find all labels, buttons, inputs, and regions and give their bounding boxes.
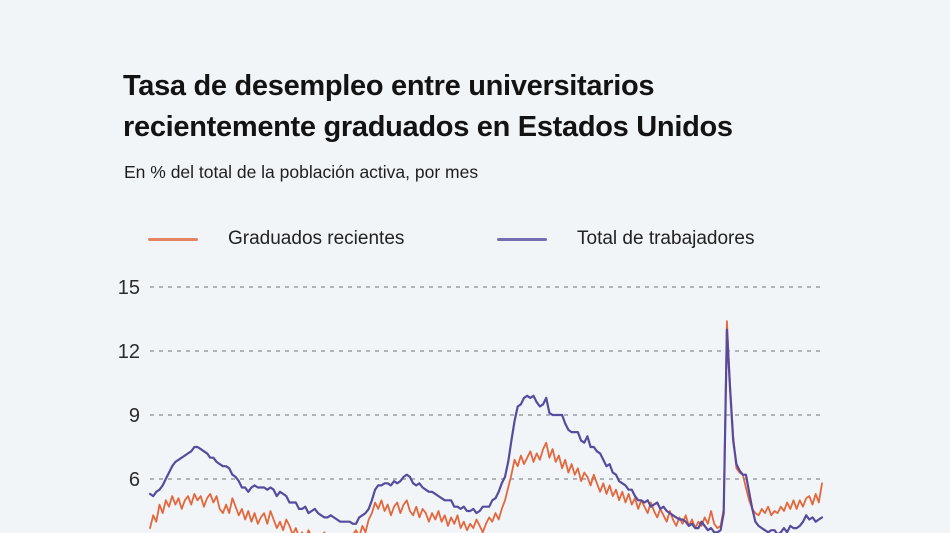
y-tick-label-12: 12 <box>118 341 140 363</box>
legend-line-swatch-total-workers <box>497 237 547 241</box>
y-tick-label-9: 9 <box>129 405 140 427</box>
chart-subtitle: En % del total de la población activa, p… <box>124 162 479 182</box>
y-tick-label-15: 15 <box>118 277 140 299</box>
chart-title-line-2: recientemente graduados en Estados Unido… <box>123 111 733 143</box>
series-line-recent-grads <box>149 320 823 533</box>
legend-label-total-workers: Total de trabajadores <box>577 228 755 249</box>
series-line-total-workers <box>148 328 824 533</box>
legend: Graduados recientes Total de trabajadore… <box>0 227 950 251</box>
legend-line-swatch-recent-grads <box>148 237 198 241</box>
chart-title-line-1: Tasa de desempleo entre universitarios <box>123 70 655 102</box>
y-gridlines <box>150 286 822 480</box>
legend-item-total-workers: Total de trabajadores <box>497 227 754 251</box>
y-tick-labels: 15 12 9 6 <box>118 277 140 491</box>
legend-item-recent-grads: Graduados recientes <box>148 227 404 251</box>
y-tick-label-6: 6 <box>129 469 140 491</box>
legend-label-recent-grads: Graduados recientes <box>228 228 405 249</box>
chart-title: Tasa de desempleo entre universitarios r… <box>123 66 903 148</box>
